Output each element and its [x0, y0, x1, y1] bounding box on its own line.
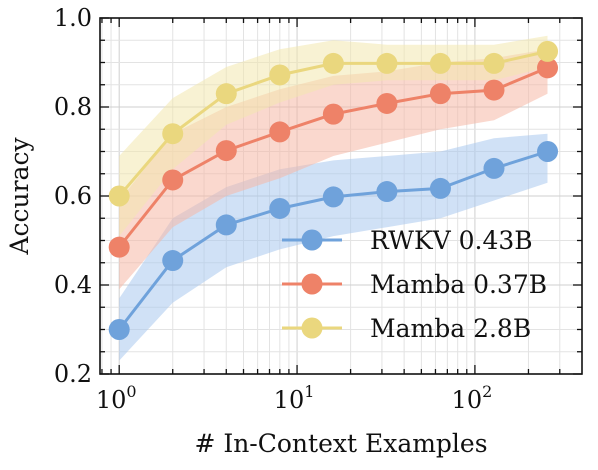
legend-marker [301, 317, 323, 339]
legend-label: Mamba 0.37B [370, 270, 547, 299]
x-axis-label: # In-Context Examples [194, 429, 487, 458]
data-point [215, 214, 237, 236]
legend-marker [301, 273, 323, 295]
y-tick-label: 0.6 [54, 182, 92, 210]
data-point [269, 64, 291, 86]
data-point [483, 157, 505, 179]
data-point [429, 83, 451, 105]
x-tick-label: 101 [274, 382, 315, 414]
data-point [376, 52, 398, 74]
axes: 0.2 0.4 0.6 0.8 1.0 100 101 102 [54, 4, 583, 414]
data-point [429, 177, 451, 199]
data-point [322, 103, 344, 125]
data-point [537, 57, 559, 79]
data-point [162, 123, 184, 145]
data-point [269, 197, 291, 219]
legend-label: RWKV 0.43B [370, 226, 533, 255]
y-tick-label: 1.0 [54, 4, 92, 32]
data-point [322, 52, 344, 74]
y-axis-label: Accuracy [5, 137, 34, 256]
data-point [537, 141, 559, 162]
data-point [108, 319, 130, 340]
y-tick-label: 0.2 [54, 360, 92, 388]
legend-marker [301, 229, 323, 251]
data-point [376, 92, 398, 114]
data-point [215, 83, 237, 105]
data-point [215, 140, 237, 162]
data-point [108, 236, 130, 258]
y-tick-label: 0.4 [54, 271, 92, 299]
data-point [483, 52, 505, 74]
series-lines [108, 40, 559, 340]
data-point [429, 52, 451, 74]
legend: RWKV 0.43B Mamba 0.37B Mamba 2.8B [282, 226, 547, 343]
data-point [269, 121, 291, 143]
x-tick-label: 100 [96, 382, 137, 414]
legend-label: Mamba 2.8B [370, 314, 531, 343]
x-tick-label: 102 [452, 382, 493, 414]
data-point [322, 186, 344, 208]
data-point [162, 250, 184, 272]
data-point [483, 79, 505, 101]
data-point [376, 181, 398, 203]
data-point [108, 185, 130, 207]
data-point [537, 40, 559, 62]
data-point [162, 169, 184, 191]
y-tick-label: 0.8 [54, 93, 92, 121]
